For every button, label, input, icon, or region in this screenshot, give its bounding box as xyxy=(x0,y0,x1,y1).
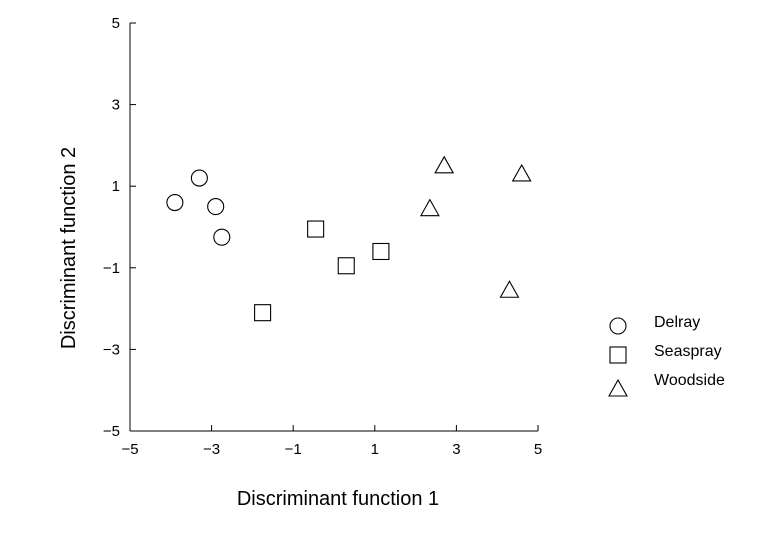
x-axis-title: Discriminant function 1 xyxy=(237,488,439,510)
legend: Delray Seaspray Woodside xyxy=(608,314,725,397)
x-tick-label: −1 xyxy=(285,441,302,458)
legend-marker-circle xyxy=(609,317,627,335)
seaspray-point-square xyxy=(337,257,355,275)
legend-marker-triangle xyxy=(608,378,628,397)
x-tick-label: 1 xyxy=(371,441,379,458)
woodside-point-triangle xyxy=(419,198,440,217)
x-tick-label: 5 xyxy=(534,441,542,458)
delray-point-circle xyxy=(166,193,184,212)
x-axis-ticks: −5 −3 −1 1 3 5 xyxy=(121,425,542,458)
y-tick-label: −3 xyxy=(103,341,120,358)
seaspray-point-square xyxy=(307,220,325,238)
x-tick-label: −5 xyxy=(121,441,138,458)
delray-point-circle xyxy=(213,228,231,246)
x-tick-label: −3 xyxy=(203,441,220,458)
woodside-point-triangle xyxy=(499,280,520,298)
seaspray-point-square xyxy=(372,242,390,261)
legend-label-delray: Delray xyxy=(654,314,700,331)
y-tick-label: 5 xyxy=(112,15,120,32)
seaspray-point-square xyxy=(254,304,272,322)
woodside-point-triangle xyxy=(434,155,455,174)
data-points xyxy=(166,155,532,322)
delray-point-circle xyxy=(207,198,225,216)
y-axis-title: Discriminant function 2 xyxy=(58,147,80,349)
legend-marker-square xyxy=(609,346,627,364)
legend-label-woodside: Woodside xyxy=(654,372,725,389)
y-axis-ticks: 5 3 1 −1 −3 −5 xyxy=(103,15,136,440)
y-tick-label: 1 xyxy=(112,178,120,195)
legend-label-seaspray: Seaspray xyxy=(654,343,722,360)
woodside-point-triangle xyxy=(511,163,532,182)
delray-point-circle xyxy=(190,169,208,187)
plot-axes xyxy=(129,23,538,432)
y-tick-label: 3 xyxy=(112,97,120,114)
y-tick-label: −5 xyxy=(103,423,120,440)
y-tick-label: −1 xyxy=(103,260,120,277)
x-tick-label: 3 xyxy=(452,441,460,458)
